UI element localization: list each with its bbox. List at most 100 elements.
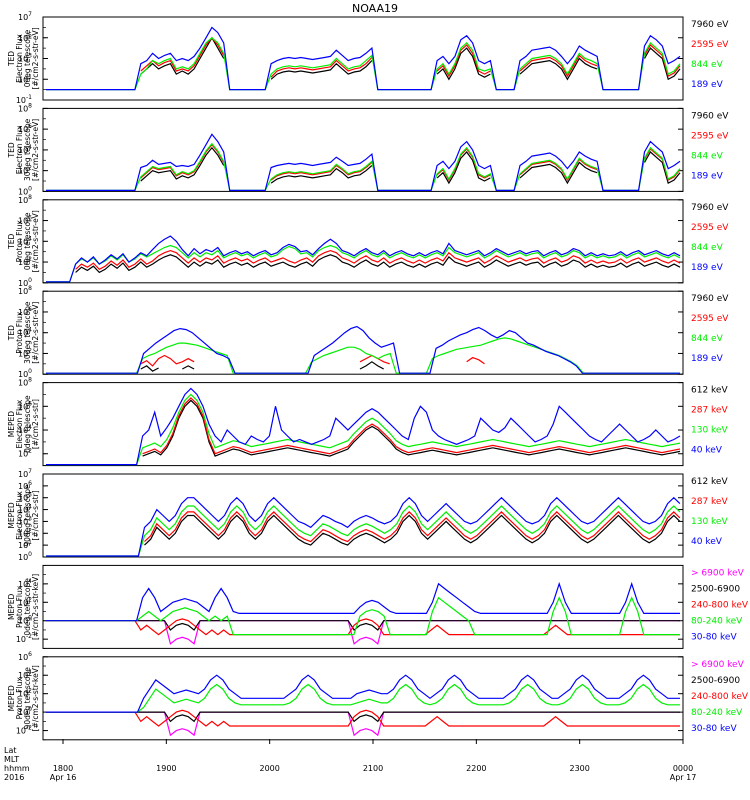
y-tick-label: 106: [18, 123, 32, 134]
y-axis-label-line: Proton Flux: [15, 585, 24, 628]
series-line-5: [46, 674, 680, 713]
y-axis-label-line: Electron Flux: [15, 399, 24, 448]
legend-entry: 30-80 keV: [691, 632, 737, 642]
y-axis-label: TEDProton Flux0deg telescope[#/cm2-s-str…: [7, 210, 40, 272]
y-tick-label: 100: [18, 368, 32, 379]
y-tick-label: 101: [18, 539, 32, 550]
y-tick-label: 104: [18, 235, 32, 246]
y-axis-label-line: Electron Flux: [15, 125, 24, 174]
y-axis-label-line: [#/cm2-s-str-eV]: [31, 302, 40, 364]
legend-entry: 2500-6900: [691, 676, 740, 686]
y-tick-label: 103: [18, 53, 32, 64]
series-line-3: [46, 393, 681, 466]
y-axis-label: TEDElectron Flux30deg telescope[#/cm2-s-…: [7, 118, 40, 181]
footer-value: Apr 17: [670, 773, 697, 782]
y-tick-label: 104: [18, 669, 32, 680]
y-axis-label-line: Electron Flux: [15, 34, 24, 83]
y-axis-label-line: 90deg telescope: [23, 484, 32, 547]
y-axis-label-line: 0deg telescope: [23, 29, 32, 87]
panel-frame: [42, 473, 684, 558]
y-tick-label: 10-1: [16, 94, 32, 105]
y-axis-label-line: [#/cm2-s-str]: [31, 399, 40, 449]
panel-frame: [42, 656, 684, 741]
series-line-4: [46, 387, 681, 466]
y-tick-label: 102: [18, 165, 32, 176]
series-line-2: [46, 620, 680, 631]
legend-entry: 130 keV: [691, 426, 728, 436]
y-tick-label: 107: [18, 468, 32, 479]
legend-entry: 7960 eV: [691, 203, 729, 213]
y-tick-label: 104: [18, 424, 32, 435]
y-axis-label-line: 0deg telescope: [23, 212, 32, 270]
y-tick-label: 102: [18, 688, 32, 699]
y-axis-label-line: [#/cm2-s-str-eV]: [31, 27, 40, 89]
y-tick-label: 108: [18, 194, 32, 205]
y-tick-label: 102: [18, 527, 32, 538]
y-tick-label: 106: [18, 400, 32, 411]
panel-3: 100 102 104 106 108 TEDProton Flux0deg telesc…: [7, 194, 729, 288]
series-line-3: [46, 142, 681, 191]
series-line-4: [46, 683, 680, 713]
series-line-1: [140, 36, 681, 81]
footer-value: 2300: [569, 764, 589, 773]
panel-4: 100 102 104 106 108 TEDProton Flux30deg teles…: [7, 285, 729, 379]
y-axis-label-line: TED: [7, 51, 16, 67]
footer-value: 1800: [53, 764, 73, 773]
y-tick-label: 10-2: [16, 725, 32, 736]
y-axis-label-line: 30deg telescope: [23, 118, 32, 181]
panel-2: 100 102 104 106 108 TEDElectron Flux30deg tel…: [7, 102, 729, 196]
y-axis-label-line: MEPED: [7, 685, 16, 711]
footer-value: 0000: [673, 764, 693, 773]
y-tick-label: 102: [18, 596, 32, 607]
legend-entry: 612 keV: [691, 477, 728, 487]
y-axis-label-line: Proton Flux: [15, 677, 24, 720]
footer-row-label: hhmm: [4, 764, 30, 773]
footer-value: 2000: [259, 764, 279, 773]
y-axis-label-line: 0deg telescope: [23, 578, 32, 636]
y-tick-label: 106: [18, 306, 32, 317]
series-line-4: [46, 26, 681, 91]
series-line-4: [46, 596, 680, 636]
series-line-2: [144, 511, 681, 543]
series-line-4: [46, 325, 680, 374]
y-axis-label-line: [#/cm2-s-str]: [31, 490, 40, 540]
y-tick-label: 104: [18, 327, 32, 338]
legend-entry: 80-240 keV: [691, 616, 743, 626]
y-tick-label: 100: [18, 706, 32, 717]
y-axis-label-line: 90deg telescope: [23, 667, 32, 730]
legend-entry: 240-800 keV: [691, 600, 749, 610]
y-tick-label: 106: [18, 651, 32, 662]
y-tick-label: 102: [18, 256, 32, 267]
series-line-2: [75, 249, 681, 271]
series-line-5: [46, 581, 680, 622]
series-line-2: [140, 143, 681, 182]
y-axis-label-line: MEPED: [7, 594, 16, 620]
legend-entry: 844 eV: [691, 243, 724, 253]
panel-frame: [42, 107, 684, 192]
legend-entry: 2595 eV: [691, 131, 729, 141]
y-tick-label: 108: [18, 102, 32, 113]
legend-entry: 189 eV: [691, 80, 724, 90]
series-line-1: [140, 146, 681, 185]
y-axis-label-line: TED: [7, 234, 16, 250]
legend-entry: 189 eV: [691, 171, 724, 181]
series-line-2: [142, 397, 681, 455]
y-tick-label: 104: [18, 144, 32, 155]
panel-8: 10-2 100 102 104 106 MEPEDProton Flux90deg te…: [7, 651, 749, 741]
y-axis-label-line: MEPED: [7, 411, 16, 437]
legend-entry: 2595 eV: [691, 40, 729, 50]
y-tick-label: 108: [18, 285, 32, 296]
legend-entry: 80-240 keV: [691, 708, 743, 718]
legend-entry: 40 keV: [691, 446, 723, 456]
footer-value: 2200: [466, 764, 486, 773]
y-tick-label: 107: [18, 11, 32, 22]
legend-entry: 2595 eV: [691, 223, 729, 233]
y-axis-label-line: Proton Flux: [15, 311, 24, 354]
y-axis-label: MEPEDElectron Flux0deg telescope[#/cm2-s…: [7, 395, 40, 453]
legend-entry: > 6900 keV: [691, 568, 745, 578]
legend-entry: 30-80 keV: [691, 724, 737, 734]
